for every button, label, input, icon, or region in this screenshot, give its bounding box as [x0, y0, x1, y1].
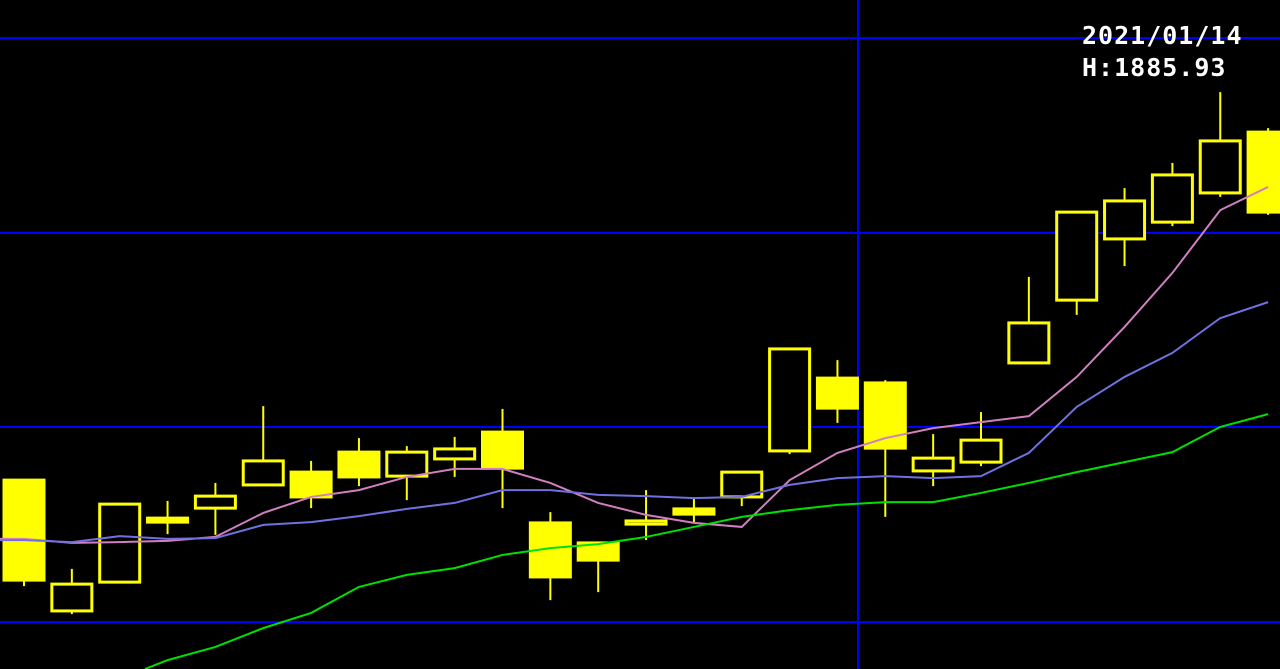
candle-down — [815, 376, 859, 410]
candle-down — [289, 470, 333, 499]
candle-up — [911, 456, 955, 473]
candle-up — [193, 494, 237, 510]
candle-down — [672, 507, 716, 516]
crosshair-date-label: 2021/01/14 — [1082, 21, 1243, 50]
candle-up — [433, 447, 477, 461]
candle-up — [385, 450, 429, 478]
candle-up — [1103, 199, 1147, 241]
candle-down — [146, 516, 190, 524]
candle-up — [1198, 139, 1242, 195]
candle-up — [241, 459, 285, 487]
candle-up — [624, 519, 668, 526]
candle-up — [959, 438, 1003, 464]
candle-up — [768, 347, 812, 453]
candle-up — [1055, 210, 1099, 302]
candle-down — [481, 430, 524, 470]
candle-down — [576, 541, 620, 562]
candle-down — [2, 478, 46, 582]
candle-down — [337, 450, 381, 479]
ma-long-line — [144, 413, 1269, 669]
crosshair-high-label: H:1885.93 — [1082, 53, 1227, 82]
candle-up — [50, 582, 94, 613]
candle-up — [1150, 173, 1194, 224]
candle-down — [1246, 130, 1280, 214]
candle-up — [1007, 321, 1051, 365]
ma-mid-line — [0, 301, 1269, 544]
